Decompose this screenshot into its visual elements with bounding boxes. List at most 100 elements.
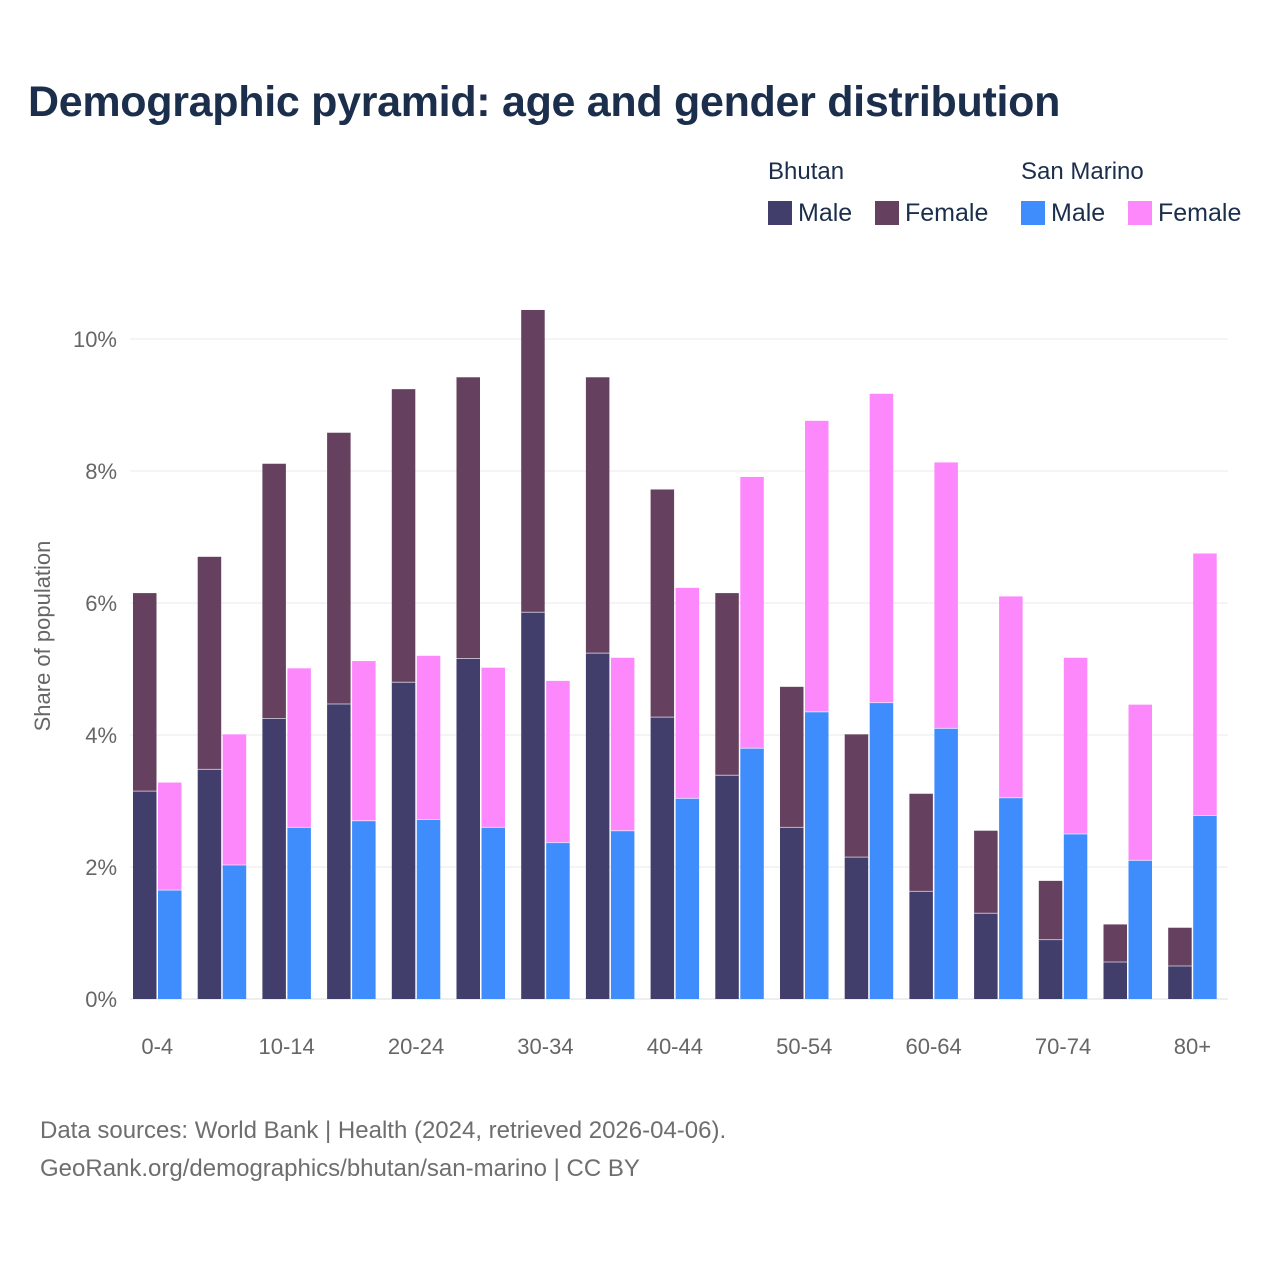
y-tick-8: 8% [85,459,117,484]
bhutan-male-bar-15-19[interactable] [327,703,351,999]
chart-title: Demographic pyramid: age and gender dist… [28,78,1061,126]
san-marino-female-bar-25-29[interactable] [481,667,506,828]
san-marino-male-bar-30-34[interactable] [546,842,570,999]
x-tick-60-64: 60-64 [906,1034,962,1059]
bhutan-male-bar-65-69[interactable] [974,913,998,999]
legend-group-san-marino: San Marino [1021,158,1144,185]
san-marino-female-bar-55-59[interactable] [869,393,894,703]
bhutan-female-bar-5-9[interactable] [197,556,222,770]
san-marino-male-bar-10-14[interactable] [287,827,311,999]
legend-swatch-san-marino-female [1128,201,1152,225]
bhutan-female-bar-35-39[interactable] [585,377,610,654]
san-marino-female-bar-75-79[interactable] [1128,704,1153,861]
san-marino-female-bar-60-64[interactable] [934,462,958,729]
legend-item-san-marino-male[interactable]: Male [1021,198,1105,228]
san-marino-male-bar-40-44[interactable] [675,798,700,999]
san-marino-male-bar-25-29[interactable] [481,827,506,999]
bhutan-male-bar-25-29[interactable] [456,658,481,999]
san-marino-male-bar-75-79[interactable] [1128,860,1153,999]
bhutan-female-bar-0-4[interactable] [133,593,157,792]
san-marino-female-bar-30-34[interactable] [546,680,570,843]
bhutan-male-bar-5-9[interactable] [197,769,222,999]
x-tick-80+: 80+ [1174,1034,1211,1059]
bhutan-male-bar-50-54[interactable] [780,827,804,999]
bhutan-male-bar-60-64[interactable] [909,891,933,999]
source-line-2: GeoRank.org/demographics/bhutan/san-mari… [40,1155,640,1182]
san-marino-male-bar-55-59[interactable] [869,702,894,999]
bhutan-male-bar-40-44[interactable] [650,717,675,999]
bhutan-female-bar-55-59[interactable] [844,734,869,858]
legend-label-san-marino-male: Male [1051,198,1106,227]
bhutan-female-bar-65-69[interactable] [974,830,998,914]
san-marino-male-bar-35-39[interactable] [610,830,635,999]
san-marino-female-bar-65-69[interactable] [999,596,1023,798]
bhutan-female-bar-25-29[interactable] [456,377,481,659]
legend-label-bhutan-male: Male [798,198,853,227]
san-marino-male-bar-70-74[interactable] [1063,834,1088,999]
bhutan-male-bar-30-34[interactable] [521,612,545,999]
san-marino-female-bar-5-9[interactable] [222,734,247,866]
y-tick-2: 2% [85,855,117,880]
bhutan-female-bar-30-34[interactable] [521,309,545,613]
san-marino-female-bar-40-44[interactable] [675,587,700,799]
bhutan-male-bar-10-14[interactable] [262,718,286,1000]
san-marino-female-bar-80+[interactable] [1193,553,1217,816]
bhutan-female-bar-45-49[interactable] [715,593,739,776]
bhutan-male-bar-55-59[interactable] [844,857,869,999]
san-marino-male-bar-0-4[interactable] [158,890,182,999]
san-marino-female-bar-10-14[interactable] [287,668,311,828]
bhutan-male-bar-45-49[interactable] [715,775,739,999]
san-marino-male-bar-65-69[interactable] [999,797,1023,999]
bhutan-female-bar-10-14[interactable] [262,463,286,719]
san-marino-female-bar-20-24[interactable] [416,655,441,820]
bhutan-male-bar-0-4[interactable] [133,791,157,999]
bhutan-female-bar-50-54[interactable] [780,686,804,828]
bhutan-female-bar-70-74[interactable] [1038,880,1063,940]
san-marino-male-bar-50-54[interactable] [805,711,829,999]
san-marino-female-bar-45-49[interactable] [740,476,764,749]
bhutan-female-bar-75-79[interactable] [1103,924,1128,963]
san-marino-male-bar-20-24[interactable] [416,819,441,999]
y-axis-title: Share of population [30,541,55,732]
y-tick-4: 4% [85,723,117,748]
y-tick-10: 10% [73,327,117,352]
x-tick-0-4: 0-4 [141,1034,173,1059]
y-tick-labels: 0% 2% 4% 6% 8% 10% [73,327,117,1012]
legend-label-san-marino-female: Female [1158,198,1242,227]
y-tick-6: 6% [85,591,117,616]
x-tick-70-74: 70-74 [1035,1034,1091,1059]
legend-item-san-marino-female[interactable]: Female [1128,198,1241,228]
san-marino-male-bar-5-9[interactable] [222,865,247,999]
bars [133,309,1217,1000]
legend-swatch-bhutan-male [768,201,792,225]
legend-swatch-san-marino-male [1021,201,1045,225]
bhutan-female-bar-60-64[interactable] [909,793,933,892]
san-marino-female-bar-15-19[interactable] [352,661,376,821]
bhutan-male-bar-80+[interactable] [1168,966,1192,999]
san-marino-male-bar-60-64[interactable] [934,728,958,999]
bhutan-male-bar-20-24[interactable] [391,682,416,999]
bhutan-female-bar-40-44[interactable] [650,489,675,718]
legend-group-bhutan: Bhutan [768,158,845,185]
san-marino-female-bar-70-74[interactable] [1063,657,1088,834]
san-marino-male-bar-80+[interactable] [1193,815,1217,999]
bhutan-male-bar-75-79[interactable] [1103,962,1128,999]
source-line-1: Data sources: World Bank | Health (2024,… [40,1117,727,1144]
legend-item-bhutan-male[interactable]: Male [768,198,852,228]
x-tick-30-34: 30-34 [517,1034,573,1059]
san-marino-female-bar-35-39[interactable] [610,657,635,831]
legend-label-bhutan-female: Female [905,198,989,227]
bhutan-female-bar-80+[interactable] [1168,927,1192,966]
san-marino-male-bar-15-19[interactable] [352,820,376,999]
bhutan-female-bar-20-24[interactable] [391,389,416,683]
san-marino-female-bar-0-4[interactable] [158,782,182,891]
san-marino-female-bar-50-54[interactable] [805,420,829,712]
bhutan-male-bar-35-39[interactable] [585,653,610,999]
legend-item-bhutan-female[interactable]: Female [875,198,988,228]
bhutan-male-bar-70-74[interactable] [1038,939,1063,999]
y-tick-0: 0% [85,987,117,1012]
x-tick-20-24: 20-24 [388,1034,444,1059]
bhutan-female-bar-15-19[interactable] [327,432,351,704]
san-marino-male-bar-45-49[interactable] [740,748,764,999]
